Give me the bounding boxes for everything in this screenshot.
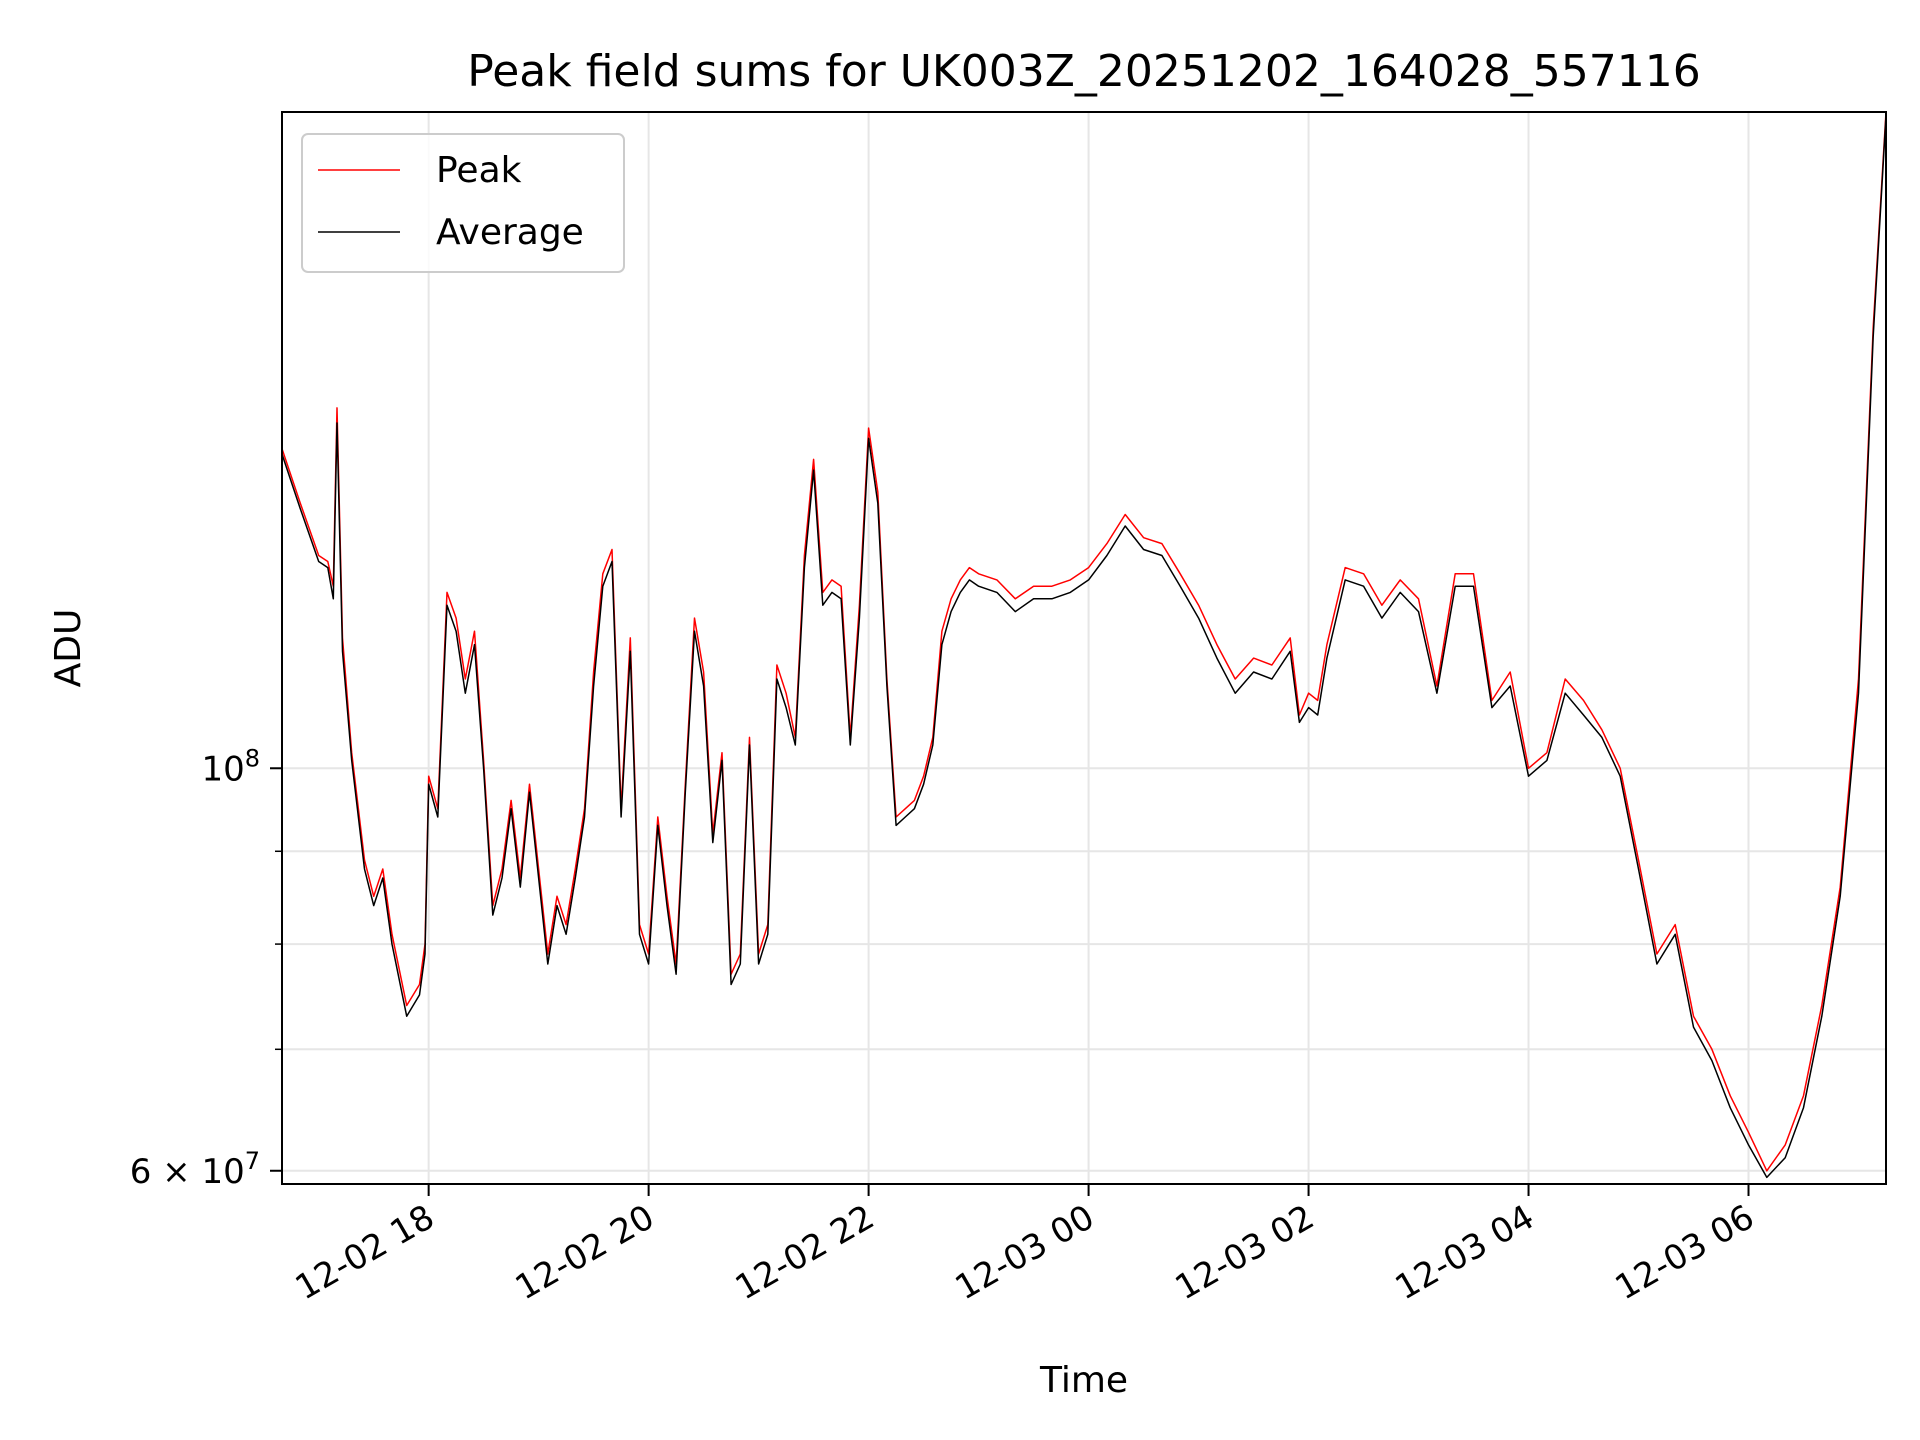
series-lines <box>281 111 1887 1179</box>
y-axis-label: ADU <box>48 609 89 688</box>
y-tick-label: 6 × 107 <box>130 1147 260 1192</box>
x-axis-label: Time <box>1039 1360 1128 1401</box>
plot-frame <box>281 111 1887 1185</box>
legend: Peak Average <box>301 133 625 273</box>
legend-label-average: Average <box>436 212 584 253</box>
chart-title: Peak field sums for UK003Z_20251202_1640… <box>467 46 1701 97</box>
y-tick-label: 108 <box>201 744 260 789</box>
series-line-average <box>281 115 1887 1179</box>
legend-label-peak: Peak <box>436 150 522 191</box>
y-axis: 108 6 × 107 <box>130 744 282 1192</box>
legend-box <box>301 133 625 273</box>
